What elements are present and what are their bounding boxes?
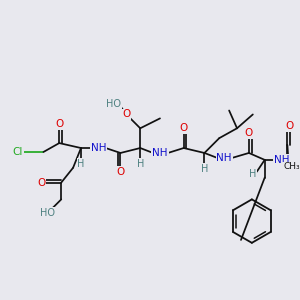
Text: H: H [136, 159, 144, 169]
Text: NH: NH [274, 155, 289, 165]
Text: HO: HO [40, 208, 55, 218]
Text: NH: NH [152, 148, 168, 158]
Text: CH₃: CH₃ [283, 162, 300, 171]
Text: O: O [180, 123, 188, 133]
Text: O: O [285, 121, 293, 131]
Text: NH: NH [216, 153, 232, 163]
Text: H: H [201, 164, 208, 174]
Text: Cl: Cl [13, 147, 23, 157]
Text: O: O [122, 110, 130, 119]
Text: O: O [116, 167, 124, 177]
Text: O: O [55, 119, 63, 129]
Text: HO: HO [106, 99, 121, 109]
Text: H: H [77, 159, 85, 169]
Text: NH: NH [91, 143, 106, 153]
Text: O: O [38, 178, 46, 188]
Text: H: H [249, 169, 256, 179]
Text: O: O [245, 128, 253, 138]
